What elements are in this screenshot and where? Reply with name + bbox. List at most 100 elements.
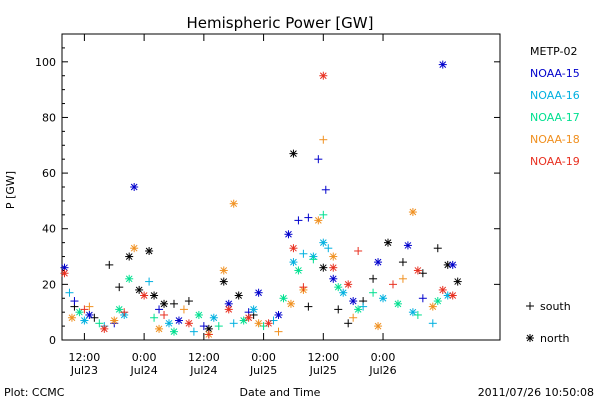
north-data-point bbox=[289, 258, 298, 267]
north-data-point bbox=[174, 316, 183, 325]
north-data-point bbox=[234, 291, 243, 300]
south-data-point bbox=[145, 277, 154, 286]
legend-marker-label: north bbox=[540, 332, 570, 345]
south-data-point bbox=[319, 210, 328, 219]
north-data-point bbox=[279, 294, 288, 303]
south-data-point bbox=[349, 313, 358, 322]
x-tick-label-time: 0:00 bbox=[371, 351, 396, 364]
north-data-point bbox=[339, 288, 348, 297]
y-tick-label: 80 bbox=[42, 111, 56, 124]
south-data-point bbox=[95, 319, 104, 328]
south-data-point bbox=[184, 297, 193, 306]
north-data-point bbox=[379, 294, 388, 303]
north-data-point bbox=[448, 291, 457, 300]
y-tick-label: 100 bbox=[35, 56, 56, 69]
north-data-point bbox=[249, 305, 258, 314]
south-data-point bbox=[115, 283, 124, 292]
x-tick-label-time: 12:00 bbox=[69, 351, 101, 364]
south-data-point bbox=[433, 244, 442, 253]
north-data-point bbox=[254, 319, 263, 328]
south-data-point bbox=[334, 305, 343, 314]
south-data-point bbox=[299, 249, 308, 258]
north-data-point bbox=[150, 291, 159, 300]
north-data-point bbox=[319, 71, 328, 80]
x-axis-ticks: 12:00Jul230:00Jul2412:00Jul240:00Jul2512… bbox=[69, 34, 397, 377]
south-data-point bbox=[314, 155, 323, 164]
north-data-point bbox=[60, 269, 69, 278]
north-data-point bbox=[438, 60, 447, 69]
north-data-point bbox=[169, 327, 178, 336]
north-data-point bbox=[264, 319, 273, 328]
marker-legend: south north bbox=[526, 300, 571, 345]
north-data-point bbox=[443, 291, 452, 300]
south-data-point bbox=[398, 258, 407, 267]
north-data-point bbox=[130, 183, 139, 191]
south-data-point bbox=[299, 283, 308, 292]
south-data-point bbox=[150, 313, 159, 322]
north-data-point bbox=[443, 260, 452, 269]
north-data-point bbox=[254, 288, 263, 297]
legend-series-label: NOAA-15 bbox=[530, 67, 580, 80]
south-data-point bbox=[388, 280, 397, 289]
legend-series-label: METP-02 bbox=[530, 45, 578, 58]
y-axis-ticks: 0 20 40 60 80 100 bbox=[35, 33, 500, 347]
north-data-point bbox=[274, 310, 283, 319]
south-data-point bbox=[85, 302, 94, 311]
north-data-point bbox=[319, 238, 328, 247]
north-data-point bbox=[403, 241, 412, 250]
north-data-point bbox=[374, 258, 383, 267]
south-data-point bbox=[413, 310, 422, 319]
north-data-point bbox=[284, 230, 293, 239]
x-tick-label-time: 12:00 bbox=[307, 351, 339, 364]
south-data-point bbox=[80, 305, 89, 314]
north-data-point bbox=[349, 297, 358, 306]
north-data-point bbox=[209, 313, 218, 322]
south-data-point bbox=[398, 274, 407, 283]
north-data-point bbox=[130, 244, 139, 253]
south-data-point bbox=[214, 322, 223, 331]
north-data-point bbox=[125, 274, 134, 283]
x-tick-label-date: Jul26 bbox=[368, 364, 396, 377]
south-data-point bbox=[120, 308, 129, 317]
north-data-point bbox=[314, 216, 323, 225]
north-data-point bbox=[224, 305, 233, 314]
south-data-point bbox=[65, 288, 74, 297]
south-data-point bbox=[304, 213, 313, 222]
south-data-point bbox=[70, 297, 79, 306]
x-tick-label-date: Jul23 bbox=[70, 364, 98, 377]
x-tick-label-date: Jul24 bbox=[189, 364, 217, 377]
north-data-point bbox=[85, 310, 94, 319]
north-data-point bbox=[384, 238, 393, 247]
north-data-point bbox=[319, 263, 328, 272]
north-data-point bbox=[453, 277, 462, 286]
north-data-point bbox=[239, 316, 248, 325]
north-data-point bbox=[329, 274, 338, 283]
north-data-point bbox=[160, 299, 169, 308]
south-data-point bbox=[169, 299, 178, 308]
series-legend: METP-02 NOAA-15 NOAA-16 NOAA-17 NOAA-18 NOAA-… bbox=[530, 45, 580, 168]
north-data-point bbox=[219, 277, 228, 286]
north-data-point bbox=[165, 319, 174, 328]
x-tick-label-date: Jul24 bbox=[129, 364, 157, 377]
legend-series-label: NOAA-19 bbox=[530, 155, 580, 168]
north-data-point bbox=[344, 280, 353, 289]
north-data-point bbox=[80, 316, 89, 325]
south-data-point bbox=[344, 319, 353, 328]
south-data-point bbox=[418, 294, 427, 303]
legend-series-label: NOAA-18 bbox=[530, 133, 580, 146]
north-data-point bbox=[194, 310, 203, 319]
footer-plot-credit: Plot: CCMC bbox=[4, 386, 65, 399]
south-data-point bbox=[304, 302, 313, 311]
north-data-point bbox=[110, 316, 119, 325]
south-data-point bbox=[105, 260, 114, 269]
north-data-point bbox=[100, 324, 109, 333]
legend-series-label: NOAA-16 bbox=[530, 89, 580, 102]
legend-marker-symbol bbox=[526, 334, 534, 342]
north-data-point bbox=[125, 252, 134, 261]
south-data-point bbox=[160, 310, 169, 319]
north-data-point bbox=[448, 260, 457, 269]
north-data-point bbox=[354, 305, 363, 314]
south-data-point bbox=[321, 185, 330, 194]
north-data-point bbox=[413, 266, 422, 275]
